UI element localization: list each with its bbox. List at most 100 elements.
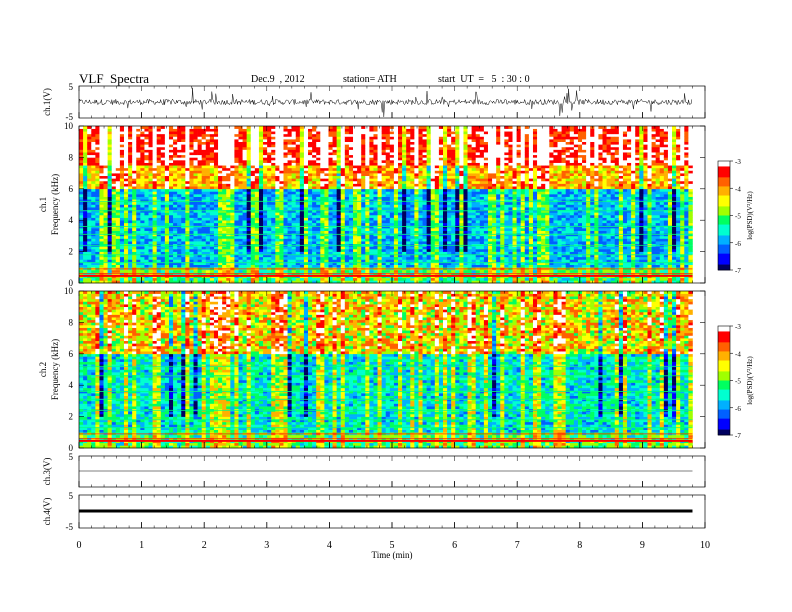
spectrogram-cell (345, 144, 349, 147)
spectrogram-cell (128, 186, 132, 189)
spectrogram-cell (79, 134, 83, 137)
spectrogram-cell (275, 218, 279, 221)
spectrogram-cell (136, 202, 140, 205)
spectrogram-cell (316, 249, 320, 252)
spectrogram-cell (140, 157, 144, 160)
spectrogram-cell (157, 186, 161, 189)
spectrogram-cell (394, 163, 398, 166)
spectrogram-cell (214, 126, 218, 129)
spectrogram-cell (378, 231, 382, 234)
spectrogram-cell (185, 223, 189, 226)
spectrogram-cell (247, 163, 251, 166)
spectrogram-cell (173, 160, 177, 163)
spectrogram-cell (198, 223, 202, 226)
spectrogram-cell (361, 191, 365, 194)
spectrogram-cell (185, 176, 189, 179)
spectrogram-cell (312, 144, 316, 147)
spectrogram-cell (267, 152, 271, 155)
spectrogram-cell (324, 155, 328, 158)
spectrogram-cell (95, 257, 99, 260)
spectrogram-cell (165, 202, 169, 205)
spectrogram-cell (394, 186, 398, 189)
spectrogram-cell (79, 170, 83, 173)
spectrogram-cell (116, 160, 120, 163)
spectrogram-cell (353, 176, 357, 179)
spectrogram-cell (157, 134, 161, 137)
spectrogram-cell (283, 249, 287, 252)
spectrogram-cell (206, 207, 210, 210)
spectrogram-cell (288, 170, 292, 173)
spectrogram-cell (198, 257, 202, 260)
spectrogram-cell (108, 165, 112, 168)
spectrogram-cell (353, 207, 357, 210)
spectrogram-cell (169, 168, 173, 171)
spectrogram-cell (345, 155, 349, 158)
spectrogram-cell (296, 278, 300, 281)
spectrogram-cell (234, 176, 238, 179)
spectrogram-cell (357, 228, 361, 231)
spectrogram-cell (361, 246, 365, 249)
spectrogram-cell (189, 207, 193, 210)
spectrogram-cell (177, 270, 181, 273)
spectrogram-cell (108, 152, 112, 155)
spectrogram-cell (361, 139, 365, 142)
spectrogram-cell (83, 126, 87, 129)
spectrogram-cell (239, 191, 243, 194)
spectrogram-cell (288, 139, 292, 142)
spectrogram-cell (120, 239, 124, 242)
spectrogram-cell (83, 215, 87, 218)
spectrogram-cell (99, 131, 103, 134)
spectrogram-cell (365, 278, 369, 281)
spectrogram-cell (304, 257, 308, 260)
spectrogram-cell (116, 191, 120, 194)
spectrogram-cell (271, 136, 275, 139)
spectrogram-cell (386, 150, 390, 153)
spectrogram-cell (189, 249, 193, 252)
spectrogram-cell (104, 136, 108, 139)
spectrogram-cell (206, 194, 210, 197)
spectrogram-cell (255, 212, 259, 215)
spectrogram-cell (120, 278, 124, 281)
spectrogram-cell (328, 152, 332, 155)
spectrogram-cell (271, 144, 275, 147)
spectrogram-cell (165, 178, 169, 181)
spectrogram-cell (222, 186, 226, 189)
spectrogram-cell (165, 205, 169, 208)
spectrogram-cell (144, 170, 148, 173)
spectrogram-cell (149, 228, 153, 231)
spectrogram-cell (378, 168, 382, 171)
spectrogram-cell (181, 160, 185, 163)
spectrogram-cell (132, 228, 136, 231)
spectrogram-cell (304, 205, 308, 208)
spectrogram-cell (394, 136, 398, 139)
spectrogram-cell (259, 134, 263, 137)
spectrogram-cell (296, 131, 300, 134)
spectrogram-cell (153, 136, 157, 139)
spectrogram-cell (99, 265, 103, 268)
spectrogram-cell (255, 207, 259, 210)
spectrogram-cell (353, 157, 357, 160)
spectrogram-cell (394, 173, 398, 176)
spectrogram-cell (165, 259, 169, 262)
spectrogram-cell (382, 205, 386, 208)
spectrogram-cell (369, 129, 373, 132)
spectrogram-cell (304, 215, 308, 218)
spectrogram-cell (410, 257, 414, 260)
spectrogram-cell (283, 142, 287, 145)
spectrogram-cell (108, 218, 112, 221)
spectrogram-cell (104, 186, 108, 189)
spectrogram-cell (87, 223, 91, 226)
spectrogram-cell (243, 150, 247, 153)
spectrogram-cell (296, 152, 300, 155)
spectrogram-cell (333, 170, 337, 173)
spectrogram-cell (320, 257, 324, 260)
spectrogram-cell (394, 189, 398, 192)
spectrogram-cell (361, 223, 365, 226)
spectrogram-cell (283, 270, 287, 273)
spectrogram-cell (398, 152, 402, 155)
spectrogram-cell (402, 223, 406, 226)
spectrogram-cell (328, 157, 332, 160)
spectrogram-cell (251, 215, 255, 218)
spectrogram-cell (144, 205, 148, 208)
spectrogram-cell (328, 265, 332, 268)
